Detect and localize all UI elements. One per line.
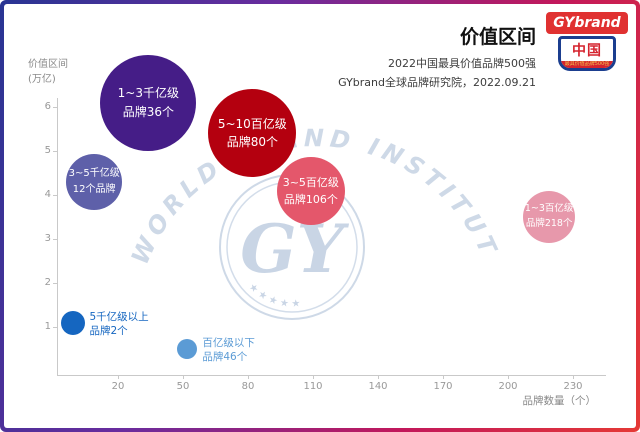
logo-country-text: 中国 <box>572 43 602 59</box>
x-tick-mark <box>313 375 314 379</box>
bubble-range-label: 3~5千亿级 <box>68 168 120 180</box>
y-unit-line1: 价值区间 <box>28 59 68 70</box>
chart-bubble-6 <box>60 310 85 335</box>
y-tick-mark <box>53 195 57 196</box>
chart-bubble-7 <box>177 339 198 359</box>
bubble-range-label: 5~10百亿级 <box>217 116 287 131</box>
bubble-count-label: 12个品牌 <box>72 183 116 195</box>
x-axis-line <box>57 375 606 376</box>
x-tick-mark <box>443 375 444 379</box>
y-tick-label: 1 <box>44 321 51 332</box>
bubble-outside-label: 百亿级以下品牌46个 <box>202 336 255 364</box>
bubble-range-label: 百亿级以下 <box>202 337 255 349</box>
y-tick-mark <box>53 151 57 152</box>
y-tick-label: 5 <box>44 145 51 156</box>
y-tick-mark <box>53 327 57 328</box>
logo-brand-name: GYbrand <box>546 12 628 34</box>
y-tick-mark <box>53 283 57 284</box>
x-tick-label: 80 <box>241 381 255 392</box>
y-tick-label: 6 <box>44 101 51 112</box>
x-tick-label: 20 <box>111 381 125 392</box>
bubble-count-label: 品牌80个 <box>226 135 278 150</box>
chart-bubble-1: 1~3千亿级 品牌36个 <box>100 54 197 151</box>
watermark-stars: ★ ★ ★ ★ ★ <box>246 281 301 309</box>
y-axis-line <box>57 98 58 376</box>
y-tick-label: 3 <box>44 233 51 244</box>
x-tick-label: 230 <box>563 381 583 392</box>
page-title: 价值区间 <box>459 26 536 48</box>
y-axis-unit-label: 价值区间 (万亿) <box>28 57 68 87</box>
x-tick-mark <box>573 375 574 379</box>
chart-canvas: WORLD BRAND INSTITUTE GY ★ ★ ★ ★ ★ 价值区间 … <box>4 4 636 428</box>
x-tick-label: 140 <box>368 381 388 392</box>
bubble-range-label: 3~5百亿级 <box>282 175 339 189</box>
logo-shield: 中国 最具价值品牌500强 <box>558 36 616 71</box>
x-tick-mark <box>508 375 509 379</box>
bubble-count-label: 品牌218个 <box>525 218 573 229</box>
bubble-count-label: 品牌36个 <box>122 104 174 119</box>
x-tick-label: 50 <box>176 381 190 392</box>
y-tick-label: 2 <box>44 277 51 288</box>
watermark-gy-text: GY <box>240 210 349 288</box>
bubble-count-label: 品牌2个 <box>89 324 128 337</box>
chart-bubble-3: 3~5千亿级 12个品牌 <box>66 153 123 210</box>
y-tick-mark <box>53 107 57 108</box>
bubble-outside-label: 5千亿级以上 品牌2个 <box>90 310 149 338</box>
x-tick-label: 110 <box>303 381 323 392</box>
subtitle-line-1: 2022中国最具价值品牌500强 <box>388 57 536 70</box>
x-axis-title: 品牌数量（个） <box>522 395 597 407</box>
x-tick-mark <box>378 375 379 379</box>
chart-bubble-5: 1~3百亿级 品牌218个 <box>523 191 576 243</box>
x-tick-mark <box>248 375 249 379</box>
bubble-range-label: 1~3千亿级 <box>117 86 179 100</box>
bubble-count-label: 品牌106个 <box>283 192 338 206</box>
x-tick-mark <box>183 375 184 379</box>
chart-bubble-2: 5~10百亿级 品牌80个 <box>208 89 297 178</box>
bubble-count-label: 品牌46个 <box>202 351 248 364</box>
chart-bubble-4: 3~5百亿级 品牌106个 <box>276 156 345 225</box>
y-tick-mark <box>53 239 57 240</box>
x-tick-mark <box>118 375 119 379</box>
bubble-range-label: 5千亿级以上 <box>89 310 149 323</box>
bubble-range-label: 1~3百亿级 <box>524 203 574 215</box>
logo-ribbon-text: 最具价值品牌500强 <box>561 61 613 68</box>
x-tick-label: 170 <box>433 381 453 392</box>
y-unit-line2: (万亿) <box>28 74 56 85</box>
chart-header: 价值区间 2022中国最具价值品牌500强 GYbrand全球品牌研究院，202… <box>338 22 536 92</box>
gybrand-logo: GYbrand 中国 最具价值品牌500强 <box>546 12 628 71</box>
y-tick-label: 4 <box>44 189 51 200</box>
x-tick-label: 200 <box>498 381 518 392</box>
subtitle-line-2: GYbrand全球品牌研究院，2022.09.21 <box>338 76 536 89</box>
